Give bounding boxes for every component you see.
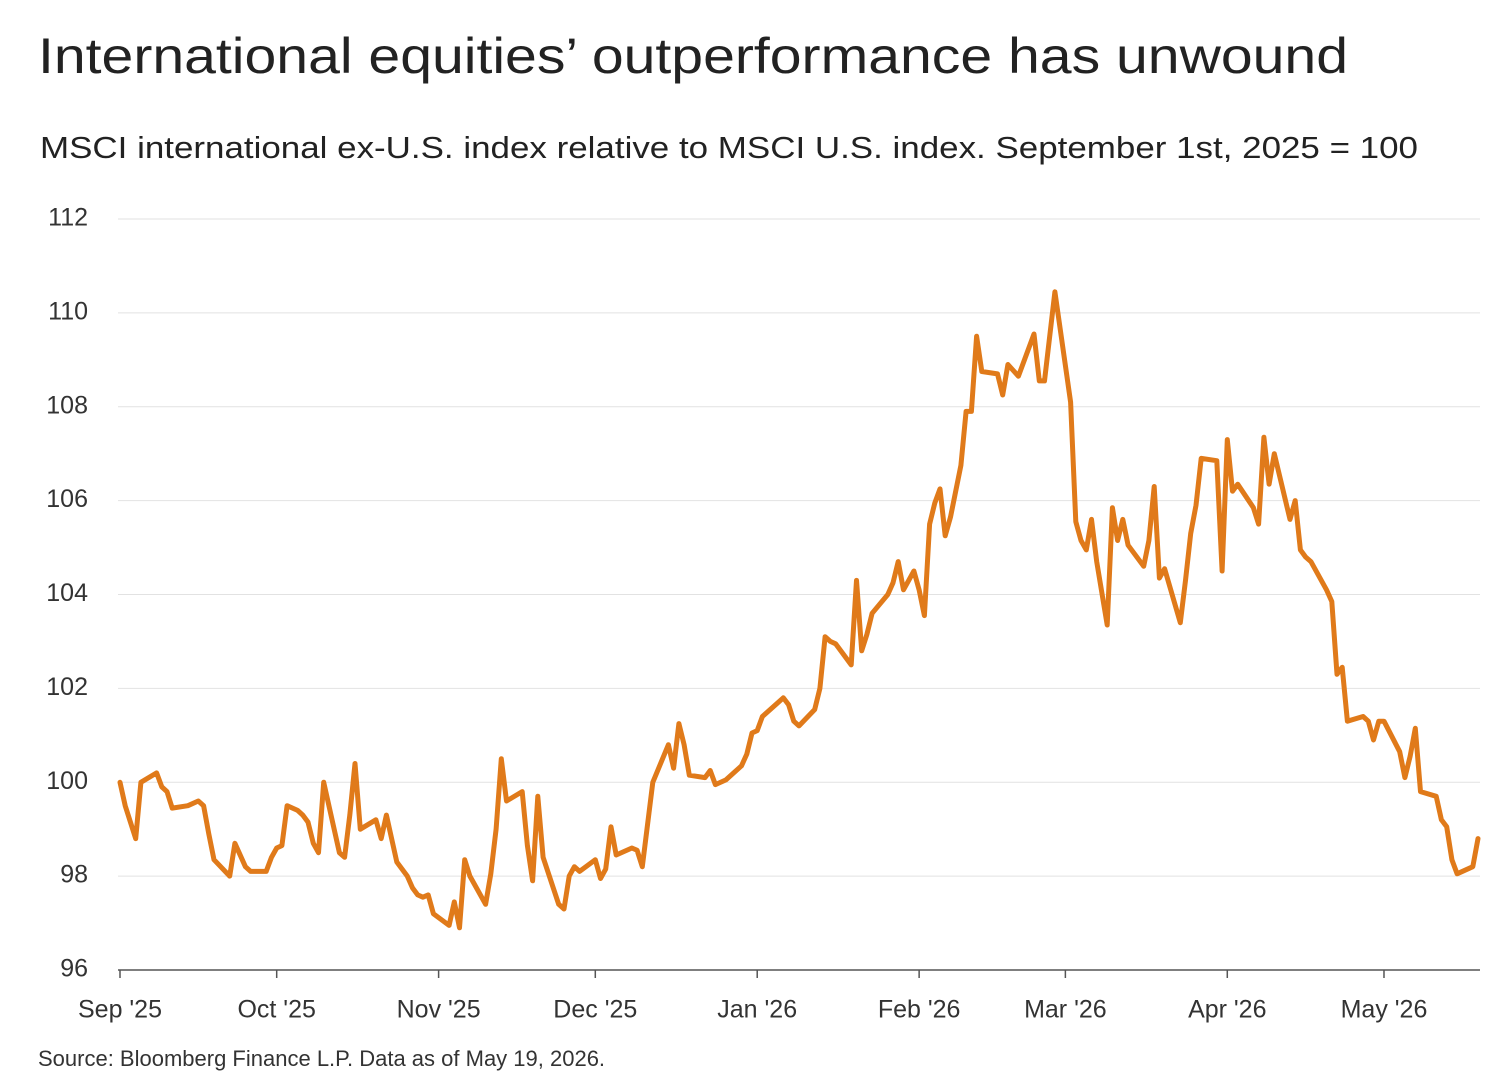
x-tick-label: Oct '25 bbox=[237, 996, 315, 1024]
x-tick-label: Mar '26 bbox=[1024, 996, 1107, 1024]
chart-subtitle: MSCI international ex-U.S. index relativ… bbox=[40, 130, 1418, 165]
y-tick-label: 108 bbox=[46, 391, 88, 419]
y-tick-label: 100 bbox=[46, 767, 88, 795]
x-tick-label: Nov '25 bbox=[397, 996, 481, 1024]
y-tick-label: 106 bbox=[46, 485, 88, 513]
data-line bbox=[117, 289, 1481, 931]
x-tick-label: Dec '25 bbox=[553, 996, 637, 1024]
y-tick-label: 112 bbox=[48, 204, 88, 232]
chart-title: International equities’ outperformance h… bbox=[38, 28, 1348, 84]
y-tick-label: 110 bbox=[48, 297, 88, 325]
y-tick-label: 104 bbox=[46, 579, 88, 607]
x-tick-label: Sep '25 bbox=[78, 996, 162, 1024]
x-tick-label: May '26 bbox=[1341, 996, 1428, 1024]
x-tick-label: Feb '26 bbox=[878, 996, 961, 1024]
source-note: Source: Bloomberg Finance L.P. Data as o… bbox=[38, 1046, 605, 1071]
x-tick-label: Jan '26 bbox=[717, 996, 797, 1024]
y-tick-label: 98 bbox=[60, 861, 88, 889]
y-tick-label: 102 bbox=[46, 673, 88, 701]
x-tick-label: Apr '26 bbox=[1188, 996, 1266, 1024]
y-tick-label: 96 bbox=[60, 955, 88, 983]
